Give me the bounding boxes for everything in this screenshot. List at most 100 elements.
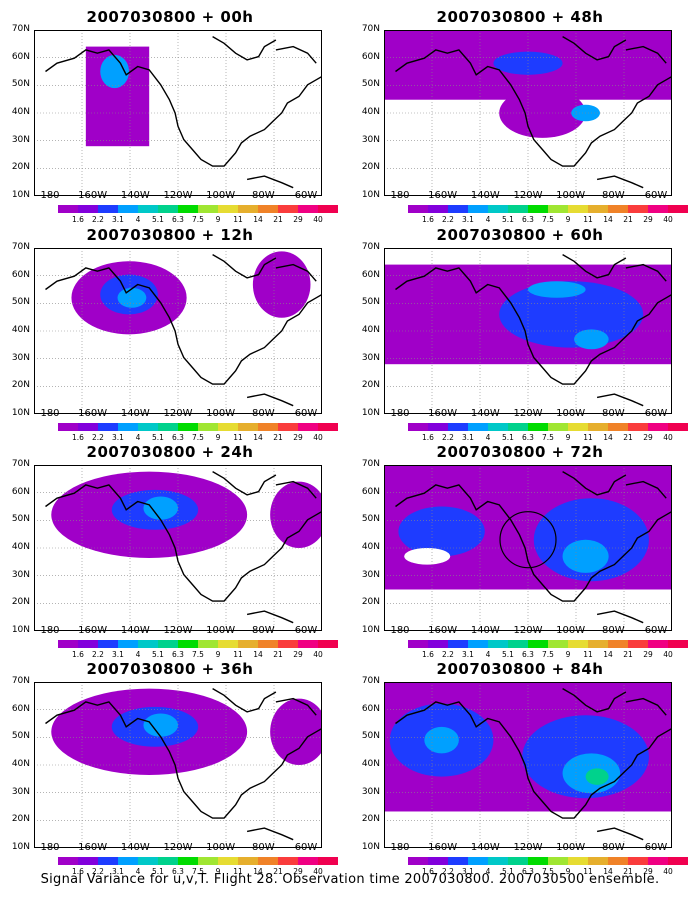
colorbar-swatch bbox=[668, 205, 688, 213]
lon-tick-label: 120W bbox=[163, 408, 193, 419]
colorbar-label: 4 bbox=[135, 433, 141, 442]
colorbar-swatch bbox=[318, 640, 338, 648]
colorbar-swatch bbox=[628, 857, 648, 865]
lat-tick-label: 60N bbox=[361, 269, 380, 280]
coastline bbox=[212, 35, 277, 61]
lat-tick-label: 50N bbox=[361, 731, 380, 742]
lon-tick-label: 160W bbox=[78, 842, 108, 853]
colorbar-swatch bbox=[198, 640, 218, 648]
lon-tick-label: 100W bbox=[556, 842, 586, 853]
lon-tick-label: 60W bbox=[644, 842, 668, 853]
colorbar-swatch bbox=[238, 857, 258, 865]
colorbar-label: 6.3 bbox=[522, 867, 534, 876]
colorbar-label: 1.6 bbox=[422, 650, 434, 659]
lon-tick-label: 60W bbox=[294, 625, 318, 636]
lat-tick-label: 40N bbox=[361, 759, 380, 769]
map-frame bbox=[34, 682, 322, 848]
coastline bbox=[625, 480, 667, 499]
coastline bbox=[625, 263, 667, 282]
colorbar-swatch bbox=[258, 423, 278, 431]
colorbar-label: 1.6 bbox=[422, 433, 434, 442]
colorbar-swatch bbox=[118, 205, 138, 213]
lat-tick-label: 70N bbox=[361, 24, 380, 34]
lon-tick-label: 180 bbox=[40, 408, 60, 419]
colorbar-swatch bbox=[118, 640, 138, 648]
lon-tick-label: 80W bbox=[602, 625, 625, 636]
map-panel: 2007030800 + 48h 70N 60N 50N 40N 30N 20N 10N 180… bbox=[350, 8, 690, 224]
figure-caption: Signal Variance for u,v,T. Flight 28. Ob… bbox=[40, 872, 660, 887]
colorbar-label: 1.6 bbox=[72, 433, 84, 442]
colorbar-label: 40 bbox=[663, 650, 673, 659]
colorbar-swatch bbox=[528, 640, 548, 648]
lon-tick-label: 140W bbox=[120, 190, 150, 201]
colorbar-label: 21 bbox=[273, 650, 283, 659]
lat-tick-label: 40N bbox=[361, 325, 380, 335]
coastline bbox=[246, 175, 294, 189]
colorbar-label: 5.1 bbox=[152, 867, 164, 876]
coastline bbox=[395, 49, 672, 167]
colorbar-swatch bbox=[528, 205, 548, 213]
panel-title: 2007030800 + 12h bbox=[86, 226, 254, 244]
colorbar-swatch bbox=[648, 423, 668, 431]
variance-contour bbox=[252, 251, 311, 318]
colorbar-swatch bbox=[238, 205, 258, 213]
variance-contour bbox=[528, 281, 586, 298]
colorbar-swatch bbox=[468, 423, 488, 431]
colorbar-swatch bbox=[448, 857, 468, 865]
colorbar-label: 7.5 bbox=[192, 867, 204, 876]
colorbar-swatch bbox=[58, 423, 78, 431]
colorbar-label: 29 bbox=[293, 215, 303, 224]
lat-tick-label: 60N bbox=[361, 703, 380, 714]
lat-tick-label: 20N bbox=[361, 162, 380, 173]
coastline bbox=[275, 263, 317, 282]
colorbar-swatch bbox=[318, 423, 338, 431]
colorbar-label: 7.5 bbox=[192, 433, 204, 442]
colorbar-label: 40 bbox=[313, 867, 323, 876]
lon-tick-label: 140W bbox=[470, 408, 500, 419]
lon-tick-label: 100W bbox=[556, 625, 586, 636]
lat-tick-label: 40N bbox=[11, 542, 30, 552]
colorbar-swatch bbox=[648, 857, 668, 865]
colorbar-label: 9 bbox=[565, 867, 571, 876]
coastline bbox=[275, 480, 317, 499]
lat-tick-label: 50N bbox=[11, 297, 30, 308]
lon-tick-label: 180 bbox=[390, 408, 410, 419]
colorbar-swatch bbox=[198, 857, 218, 865]
colorbar-label: 5.1 bbox=[152, 433, 164, 442]
target-circle bbox=[499, 511, 557, 569]
colorbar-label: 6.3 bbox=[522, 650, 534, 659]
colorbar-swatch bbox=[118, 857, 138, 865]
coastline bbox=[395, 484, 672, 602]
lat-tick-label: 10N bbox=[11, 408, 30, 418]
coastline bbox=[395, 267, 672, 385]
colorbar-swatch bbox=[668, 640, 688, 648]
variance-map bbox=[384, 682, 672, 848]
lon-tick-label: 80W bbox=[252, 625, 275, 636]
colorbar-swatch bbox=[58, 205, 78, 213]
colorbar-label: 5.1 bbox=[502, 650, 514, 659]
lat-tick-label: 60N bbox=[11, 269, 30, 280]
colorbar-swatch bbox=[298, 857, 318, 865]
map-panel: 2007030800 + 00h 70N 60N 50N 40N 30N 20N 10N 180… bbox=[0, 8, 340, 224]
variance-map bbox=[34, 465, 322, 631]
lat-tick-label: 60N bbox=[11, 703, 30, 714]
lat-tick-label: 60N bbox=[11, 486, 30, 497]
lon-tick-label: 160W bbox=[78, 625, 108, 636]
colorbar-swatch bbox=[588, 205, 608, 213]
colorbar-label: 9 bbox=[215, 867, 221, 876]
coastline bbox=[45, 49, 322, 167]
map-frame bbox=[34, 248, 322, 414]
colorbar-swatch bbox=[628, 640, 648, 648]
lat-tick-label: 10N bbox=[361, 190, 380, 200]
colorbar-label: 11 bbox=[583, 650, 593, 659]
lon-tick-label: 140W bbox=[470, 625, 500, 636]
variance-contour bbox=[404, 548, 451, 565]
colorbar-swatch bbox=[408, 640, 428, 648]
lat-tick-label: 20N bbox=[11, 380, 30, 391]
lat-tick-label: 70N bbox=[11, 242, 30, 252]
colorbar-label: 5.1 bbox=[152, 215, 164, 224]
lon-tick-label: 60W bbox=[294, 190, 318, 201]
lon-tick-label: 60W bbox=[294, 408, 318, 419]
variance-contour bbox=[117, 287, 147, 308]
map-frame bbox=[384, 682, 672, 848]
